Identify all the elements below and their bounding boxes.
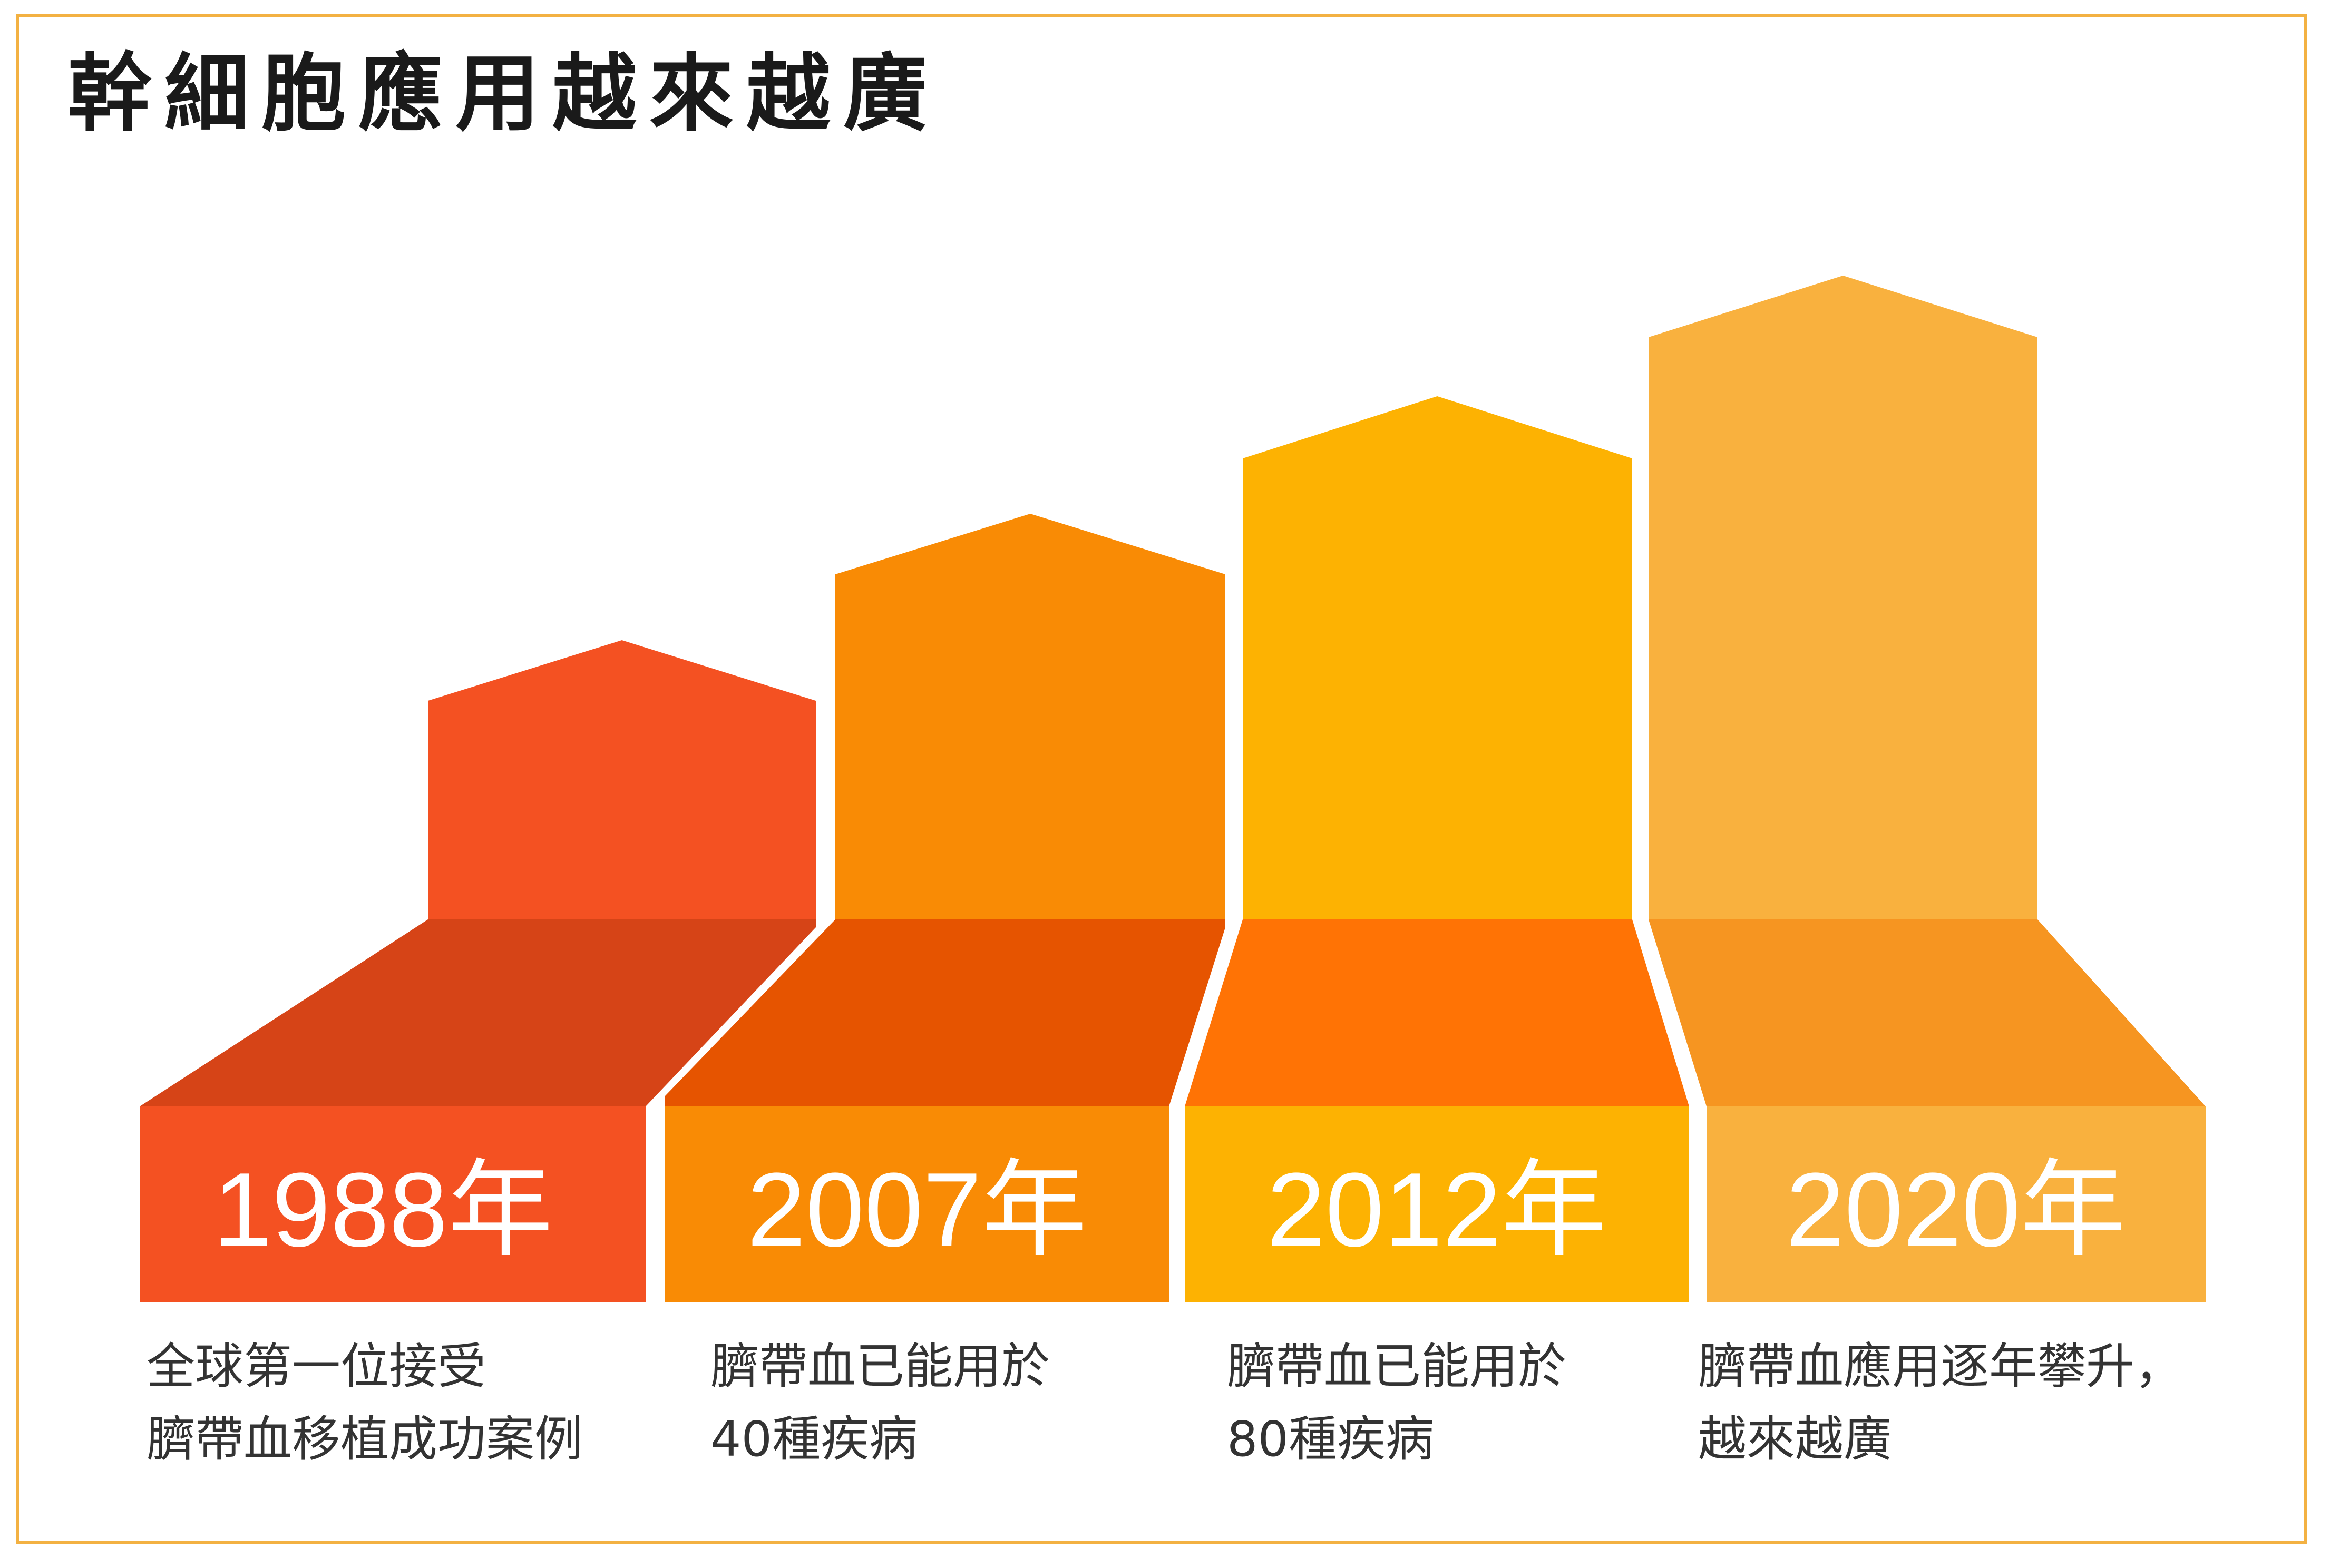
milestone-2-year: 2007年 xyxy=(747,1151,1087,1269)
milestone-4-top xyxy=(1649,276,2037,919)
milestone-2-description: 臍帶血已能用於 40種疾病 xyxy=(710,1330,1050,1476)
milestone-3-base xyxy=(1185,1106,1689,1302)
milestone-4-desc-line1: 臍帶血應用逐年攀升， xyxy=(1698,1338,2183,1395)
milestone-4-desc-line2: 越來越廣 xyxy=(1698,1411,1893,1467)
milestone-4-year: 2020年 xyxy=(1786,1151,2126,1269)
milestone-3-desc-line1: 臍帶血已能用於 xyxy=(1227,1338,1567,1395)
milestone-1-description: 全球第一位接受 臍帶血移植成功案例 xyxy=(147,1330,583,1476)
milestone-3-description: 臍帶血已能用於 80種疾病 xyxy=(1227,1330,1566,1476)
milestone-3-desc-line2: 80種疾病 xyxy=(1227,1411,1435,1467)
milestone-2-desc-line1: 臍帶血已能用於 xyxy=(710,1338,1050,1395)
milestone-1-base xyxy=(140,1106,646,1302)
milestone-3-floor xyxy=(1185,919,1689,1106)
milestone-1-desc-line1: 全球第一位接受 xyxy=(147,1338,486,1395)
milestone-1-year: 1988年 xyxy=(213,1151,553,1269)
milestone-1-floor xyxy=(140,919,816,1106)
milestone-2-top xyxy=(835,514,1225,919)
milestone-3-year: 2012年 xyxy=(1267,1151,1607,1269)
milestone-2-floor xyxy=(665,919,1225,1106)
milestone-4-floor xyxy=(1649,919,2206,1106)
milestone-3-top xyxy=(1243,396,1632,919)
milestone-1-top xyxy=(428,640,816,919)
border-frame xyxy=(16,14,2307,1544)
milestone-4-description: 臍帶血應用逐年攀升， 越來越廣 xyxy=(1698,1330,2183,1476)
page-title: 幹細胞應用越來越廣 xyxy=(67,44,941,143)
milestone-2-desc-line2: 40種疾病 xyxy=(710,1411,918,1467)
milestone-2-base xyxy=(665,1106,1169,1302)
milestone-4-base xyxy=(1707,1106,2206,1302)
milestone-1-desc-line2: 臍帶血移植成功案例 xyxy=(147,1411,583,1467)
